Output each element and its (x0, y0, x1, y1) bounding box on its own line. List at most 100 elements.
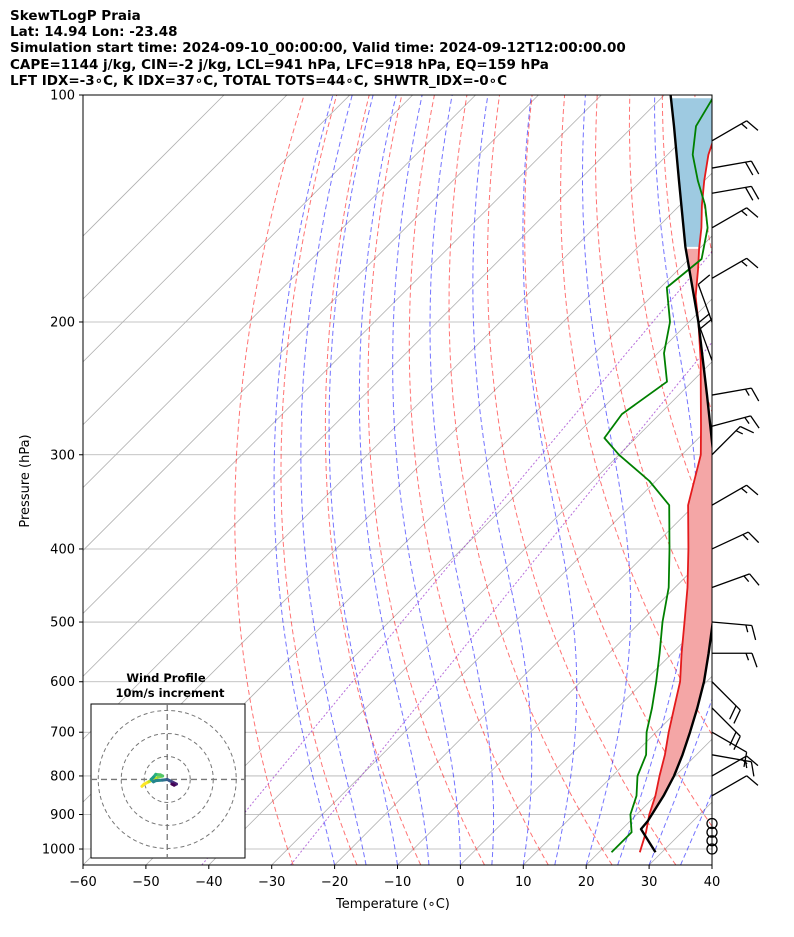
barb-flag (746, 207, 759, 218)
dewpoint-line (603, 97, 712, 853)
wind-barb (711, 415, 760, 429)
barb-flag (750, 387, 760, 402)
y-tick-label: 1000 (42, 843, 75, 858)
y-tick-label: 900 (50, 808, 75, 823)
y-tick-label: 100 (50, 89, 75, 104)
calm-circle (706, 826, 718, 838)
hodograph-plot (91, 704, 245, 858)
axes: −60 −50 −40 −30 −20 −10 0 10 20 30 40 1000 900 800 700… (42, 89, 720, 891)
wind-barb (711, 185, 760, 201)
x-tick-label: −50 (132, 875, 159, 890)
x-tick-label: −30 (258, 875, 285, 890)
wind-barb (711, 120, 759, 142)
wind-barb (706, 826, 718, 838)
barb-flag (750, 160, 760, 175)
barb-staff (711, 731, 747, 753)
barb-staff (697, 284, 713, 323)
moist-adiabat (273, 95, 336, 865)
barb-staff (711, 681, 741, 711)
inset-subtitle: 10m/s increment (116, 686, 225, 700)
barb-flag (697, 274, 711, 285)
background-lines (83, 95, 794, 865)
dry-adiabat (448, 95, 613, 865)
isotherm-line (83, 95, 413, 426)
indices-line-2: LFT IDX=-3∘C, K IDX=37∘C, TOTAL TOTS=44∘… (10, 72, 508, 89)
moist-adiabat (429, 95, 495, 865)
barb-flag (743, 752, 748, 767)
isotherm-line (83, 109, 712, 740)
barb-half-flag (744, 388, 750, 396)
barb-flag (746, 257, 759, 269)
dry-adiabat (280, 95, 358, 865)
barb-staff (711, 257, 747, 279)
barb-half-flag (735, 430, 744, 435)
dry-adiabat (728, 95, 794, 865)
barb-half-flag (741, 123, 748, 130)
calm-circle (706, 843, 718, 855)
x-tick-label: 10 (515, 875, 532, 890)
moist-adiabat (392, 95, 461, 865)
y-axis-label: Pressure (hPa) (18, 434, 33, 527)
barb-staff (697, 322, 713, 361)
wind-barb (697, 274, 713, 323)
dry-adiabat (760, 95, 794, 865)
barb-half-flag (745, 624, 749, 633)
barb-staff (711, 387, 752, 396)
wind-barb (706, 843, 718, 855)
barb-flag (744, 187, 754, 201)
barb-flag (744, 161, 754, 176)
dry-adiabat (594, 95, 712, 639)
barb-half-flag (744, 417, 750, 424)
barb-flag (733, 735, 741, 750)
x-tick-label: −20 (321, 875, 348, 890)
isotherm-line (208, 361, 712, 865)
isotherm-line (145, 298, 712, 865)
barb-staff (711, 160, 752, 169)
isotherm-line (83, 95, 602, 614)
inset-title: Wind Profile (126, 671, 206, 685)
barb-staff (711, 207, 747, 229)
wind-barb (711, 775, 759, 797)
wind-barb (711, 754, 755, 777)
x-tick-label: 0 (456, 875, 464, 890)
wind-barb (711, 387, 760, 402)
barb-half-flag (745, 653, 750, 661)
isotherm-line (83, 95, 351, 363)
isotherm-line (711, 864, 712, 865)
y-tick-label: 600 (50, 675, 75, 690)
calm-circle (706, 835, 718, 847)
dry-adiabat (234, 95, 305, 865)
wind-barb (711, 160, 760, 176)
mixing-ratio-line (290, 341, 712, 865)
isotherm-line (83, 95, 476, 489)
x-tick-label: −10 (384, 875, 411, 890)
dry-adiabat (487, 95, 677, 865)
barb-staff (711, 775, 747, 797)
wind-barb (712, 652, 758, 668)
wind-barb (706, 835, 718, 847)
barb-flag (751, 625, 757, 641)
barb-staff (711, 531, 749, 550)
barb-flag (697, 312, 711, 324)
time-line: Simulation start time: 2024-09-10_00:00:… (10, 40, 626, 57)
moist-adiabat (648, 697, 712, 865)
isotherm-line (83, 95, 539, 552)
y-tick-label: 300 (50, 448, 75, 463)
y-tick-label: 800 (50, 769, 75, 784)
mixing-ratio-line (201, 250, 712, 865)
moist-adiabat (522, 95, 578, 865)
parcel-line (639, 95, 712, 853)
dry-adiabat (524, 95, 712, 828)
y-tick-label: 400 (50, 542, 75, 557)
barb-half-flag (741, 210, 748, 217)
barb-half-flag (743, 575, 750, 583)
moist-adiabat (680, 791, 712, 865)
wind-barb (711, 731, 748, 767)
barb-staff (711, 484, 747, 506)
isotherm-line (397, 549, 712, 865)
isotherm-line (334, 487, 712, 865)
temperature-line (638, 141, 712, 853)
barb-staff (711, 426, 741, 456)
wind-barb (711, 257, 759, 279)
wind-barb (711, 573, 760, 589)
